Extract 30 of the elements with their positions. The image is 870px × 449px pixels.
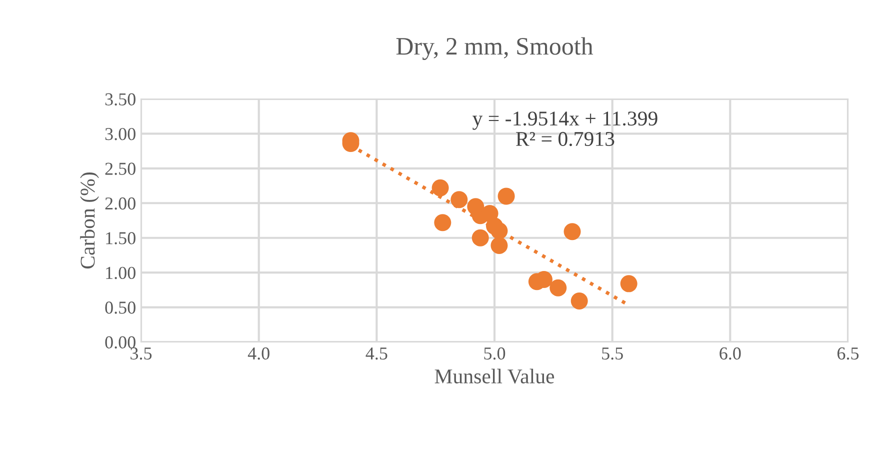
y-tick-label: 1.50: [106, 232, 136, 244]
y-tick-label: 1.00: [106, 266, 136, 280]
point: [432, 179, 449, 196]
y-tick-label: 2.00: [105, 197, 136, 210]
point: [472, 229, 489, 246]
x-tick-label: 4.5: [366, 348, 388, 360]
x-tick-label: 4.0: [248, 347, 270, 360]
y-tick-label: 0.50: [105, 302, 136, 314]
x-tick-label: 6.5: [837, 347, 859, 360]
x-tick-label: 3.5: [130, 347, 152, 360]
y-tick-label: 2.50: [105, 162, 136, 175]
y-tick-label: 3.50: [105, 93, 136, 106]
point: [550, 279, 567, 296]
point: [434, 214, 452, 232]
x-axis-title: Munsell Value: [434, 368, 554, 384]
y-tick-label: 3.00: [105, 128, 136, 140]
point: [490, 222, 508, 240]
chart-title: Dry, 2 mm, Smooth: [396, 37, 594, 60]
point: [450, 191, 468, 208]
point: [490, 236, 508, 254]
point: [620, 275, 638, 292]
point: [570, 292, 588, 310]
x-tick-label: 6.0: [720, 347, 741, 360]
x-tick-label: 5.5: [602, 348, 623, 360]
y-tick-label: 0.00: [105, 336, 136, 349]
x-tick-label: 5.0: [484, 347, 506, 360]
annotation: y = -1.9514x + 11.399 R² = 0.7913: [472, 112, 658, 146]
point: [564, 223, 581, 240]
point: [498, 188, 515, 205]
y-axis-title: Carbon (%): [80, 172, 99, 269]
